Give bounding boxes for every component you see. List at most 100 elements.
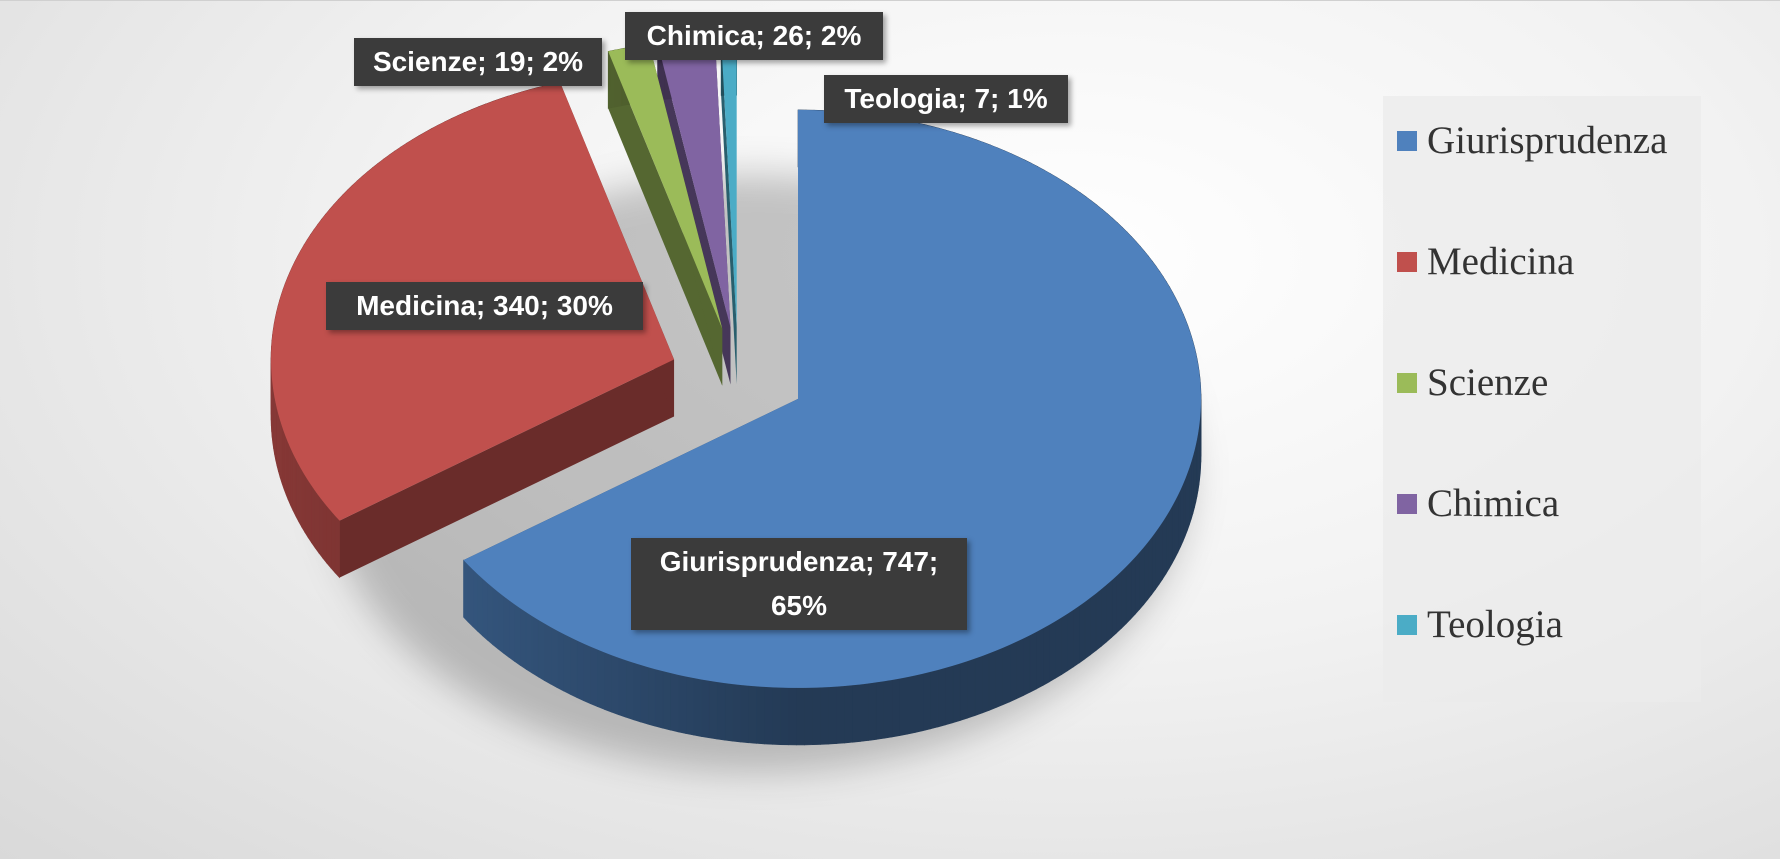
slice-side	[544, 623, 552, 685]
slice-side	[1158, 520, 1163, 586]
slice-side	[1155, 526, 1160, 591]
slice-side	[467, 564, 474, 628]
slice-side	[852, 684, 861, 743]
slice-side	[322, 500, 327, 564]
slice-side	[611, 654, 619, 716]
slice-side	[290, 448, 294, 511]
slice-side	[788, 687, 797, 746]
slice-side	[796, 687, 805, 746]
slice-side	[891, 678, 900, 738]
legend-label: Giurisprudenza	[1427, 119, 1668, 162]
slice-side	[868, 682, 877, 741]
slice-side	[922, 671, 931, 732]
slice-side	[959, 660, 968, 721]
legend-label: Teologia	[1427, 603, 1563, 646]
slice-side	[508, 599, 515, 662]
legend-item: Chimica	[1397, 481, 1559, 526]
slice-side	[828, 686, 837, 745]
slice-side	[1009, 641, 1017, 703]
slice-side	[497, 591, 504, 654]
slice-side	[531, 615, 539, 678]
slice	[270, 81, 675, 579]
slice-side	[1101, 584, 1107, 647]
slice-side	[285, 437, 289, 500]
slice-side	[1143, 541, 1149, 606]
slice-side	[640, 664, 649, 725]
slice-side	[1002, 644, 1011, 706]
slice-side	[1084, 597, 1091, 660]
slice-side	[995, 647, 1004, 709]
slice-side	[334, 515, 340, 579]
slice-side	[583, 643, 591, 705]
legend-item: Giurisprudenza	[1397, 118, 1667, 163]
slice-side	[1079, 601, 1086, 664]
slice-side	[283, 431, 287, 495]
slice-side	[482, 578, 488, 641]
legend-label: Chimica	[1427, 482, 1560, 525]
slice-side	[477, 573, 483, 637]
slice-side	[756, 686, 765, 745]
slice-side	[318, 495, 323, 559]
legend-label: Medicina	[1427, 240, 1575, 283]
slice-side	[748, 685, 757, 744]
slice-top	[608, 44, 723, 329]
slice-side	[569, 636, 578, 698]
slice-side	[1182, 478, 1186, 542]
slice-side	[708, 680, 718, 740]
slice-side	[298, 463, 302, 529]
slice-side	[1029, 631, 1037, 693]
legend-item: Medicina	[1397, 239, 1574, 284]
slice-side	[287, 442, 291, 506]
data-label: Giurisprudenza; 747; 65%	[631, 538, 967, 630]
slice-side	[292, 453, 297, 517]
slice-side	[764, 686, 773, 745]
slice-side	[860, 683, 869, 742]
slice-side	[1168, 505, 1173, 570]
slice-side	[304, 474, 309, 539]
slice-side	[716, 681, 726, 741]
slice-side	[721, 38, 737, 385]
slice-side	[550, 626, 558, 689]
slice-side	[339, 359, 675, 578]
slice-side	[503, 595, 510, 658]
slice-side	[576, 640, 584, 702]
slice-side	[492, 586, 499, 650]
legend-label: Scienze	[1427, 361, 1549, 404]
data-label: Scienze; 19; 2%	[354, 38, 602, 86]
slice-side	[632, 662, 641, 723]
slice-side	[1165, 510, 1170, 575]
slice-side	[604, 651, 612, 713]
slice-side	[1151, 531, 1156, 596]
slice	[607, 44, 723, 386]
slice-side	[472, 568, 478, 632]
slice-side	[670, 672, 679, 733]
slice-side	[514, 603, 521, 666]
slice-side	[556, 630, 564, 692]
data-label: Medicina; 340; 30%	[326, 282, 643, 330]
legend-swatch	[1397, 614, 1417, 635]
slice-side	[1067, 609, 1074, 672]
data-label: Teologia; 7; 1%	[824, 75, 1068, 123]
slice-side	[693, 677, 702, 737]
slice-side	[914, 673, 924, 733]
slice-side	[307, 479, 312, 544]
slice-side	[1095, 588, 1102, 652]
slice-side	[463, 559, 469, 623]
slice-side	[772, 687, 781, 745]
slice-side	[563, 633, 571, 695]
legend-swatch	[1397, 130, 1417, 151]
slice-side	[1125, 561, 1132, 625]
slice-side	[1184, 473, 1188, 537]
slice-side	[1111, 575, 1117, 639]
slice-side	[724, 682, 733, 742]
slice-side	[1055, 617, 1062, 679]
slice-side	[836, 685, 845, 744]
slice-side	[295, 459, 299, 522]
slice-side	[1048, 620, 1056, 683]
slice-side	[780, 687, 789, 746]
slice-side	[930, 669, 939, 730]
slice-side	[1139, 546, 1145, 611]
slice-side	[662, 670, 671, 731]
slice-side	[804, 687, 813, 746]
